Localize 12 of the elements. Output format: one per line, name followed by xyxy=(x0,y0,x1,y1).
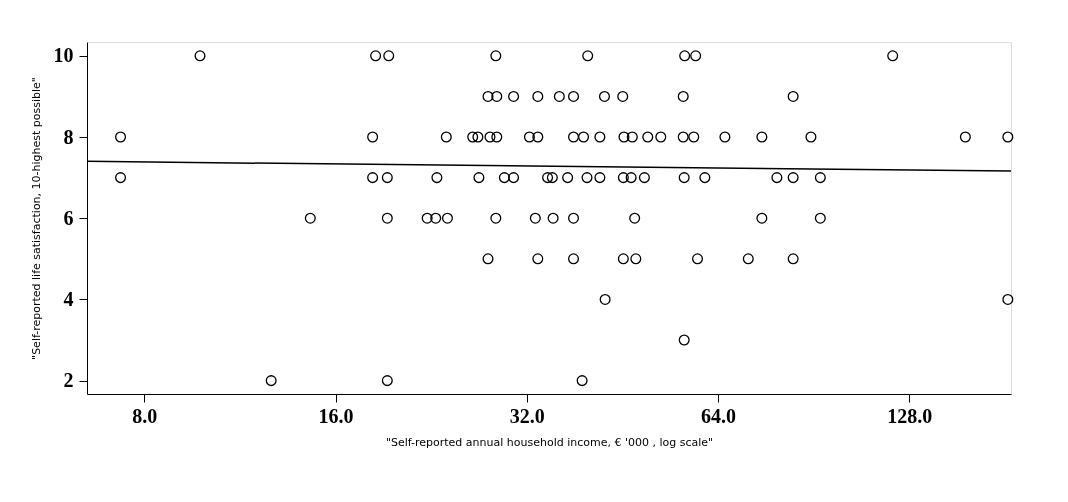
y-tick-label: 10 xyxy=(53,44,74,67)
y-tick-label: 2 xyxy=(63,369,74,392)
x-tick-label: 32.0 xyxy=(509,404,545,427)
x-tick-label: 8.0 xyxy=(132,404,158,427)
x-tick-label: 16.0 xyxy=(318,404,354,427)
y-tick-label: 4 xyxy=(63,287,74,310)
x-axis-title: "Self-reported annual household income, € '000 , log scale" xyxy=(385,435,714,449)
y-tick-label: 6 xyxy=(63,206,74,229)
x-tick-label: 128.0 xyxy=(887,404,933,427)
x-tick-label: 64.0 xyxy=(701,404,737,427)
y-axis-title: "Self-reported life satisfaction, 10-highest possible" xyxy=(29,77,43,360)
y-tick-label: 8 xyxy=(63,125,74,148)
